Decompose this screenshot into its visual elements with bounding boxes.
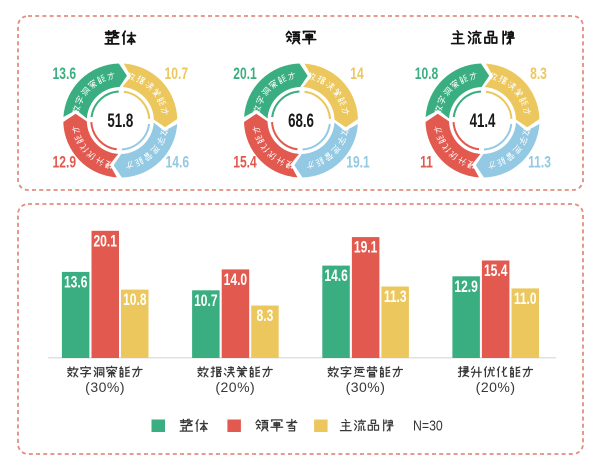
svg-text:(30%): (30%) xyxy=(85,379,125,395)
svg-text:41.4: 41.4 xyxy=(470,111,497,132)
svg-text:(20%): (20%) xyxy=(215,379,255,395)
svg-text:15.4: 15.4 xyxy=(233,154,257,172)
svg-text:11.3: 11.3 xyxy=(384,288,407,306)
svg-text:(20%): (20%) xyxy=(476,379,516,395)
svg-text:(30%): (30%) xyxy=(346,379,386,395)
svg-text:12.9: 12.9 xyxy=(53,154,76,172)
svg-text:11.0: 11.0 xyxy=(514,290,537,308)
svg-text:8.3: 8.3 xyxy=(257,307,274,325)
svg-text:51.8: 51.8 xyxy=(107,111,133,132)
svg-text:14.6: 14.6 xyxy=(324,267,347,285)
svg-text:12.9: 12.9 xyxy=(454,278,477,296)
svg-text:19.1: 19.1 xyxy=(354,239,377,257)
svg-text:10.7: 10.7 xyxy=(194,292,217,310)
svg-text:11: 11 xyxy=(420,154,433,172)
svg-text:8.3: 8.3 xyxy=(530,65,547,83)
svg-text:20.1: 20.1 xyxy=(233,65,256,83)
svg-text:68.6: 68.6 xyxy=(288,111,314,132)
svg-text:14: 14 xyxy=(350,65,364,83)
svg-text:13.6: 13.6 xyxy=(53,65,76,83)
svg-text:14.6: 14.6 xyxy=(166,154,189,172)
svg-text:10.8: 10.8 xyxy=(123,291,146,309)
svg-text:N=30: N=30 xyxy=(413,418,443,434)
svg-text:10.8: 10.8 xyxy=(415,65,438,83)
svg-text:13.6: 13.6 xyxy=(64,274,87,292)
svg-text:10.7: 10.7 xyxy=(165,65,188,83)
svg-text:11.3: 11.3 xyxy=(528,154,551,172)
svg-text:14.0: 14.0 xyxy=(224,271,247,289)
svg-text:15.4: 15.4 xyxy=(484,262,507,280)
svg-text:19.1: 19.1 xyxy=(346,154,369,172)
svg-text:20.1: 20.1 xyxy=(93,233,116,251)
